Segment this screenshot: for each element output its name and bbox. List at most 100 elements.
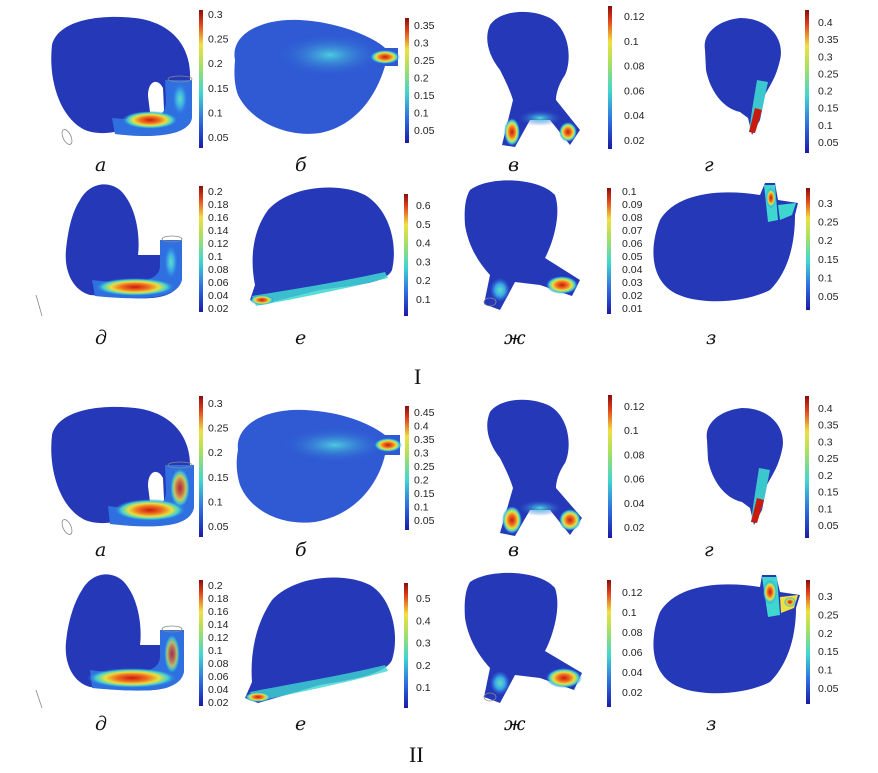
colorbar-tick-label: 0.06 (622, 238, 643, 250)
colorbar-tick-label: 0.1 (208, 496, 223, 508)
colorbar-tick-label: 0.02 (208, 697, 229, 709)
colorbar-ticks-II-a: 0.3 0.25 0.2 0.15 0.1 0.05 (208, 398, 229, 533)
colorbar-I-г: 0.4 0.35 0.3 0.25 0.2 0.15 0.1 0.05 (805, 10, 839, 153)
colorbar-ticks-II-б: 0.45 0.40.35 0.30.25 0.20.15 0.10.05 (414, 407, 435, 527)
colorbar-tick-label: 0.15 (818, 254, 839, 266)
vessel-shape (65, 184, 180, 299)
panel-I-д (35, 184, 183, 317)
colorbar-ticks-I-з: 0.3 0.25 0.2 0.15 0.1 0.05 (818, 198, 839, 303)
colorbar-ticks-I-в: 0.12 0.1 0.08 0.06 0.04 0.02 (624, 11, 645, 147)
panel-label-II-з: з (706, 713, 716, 735)
colorbar-tick-label: 0.35 (414, 434, 435, 446)
panel-II-б (236, 409, 402, 523)
panel-label-II-г: г (704, 539, 714, 561)
colorbar-ticks-I-д: 0.20.180.160.140.120.10.080.060.040.02 (208, 186, 229, 315)
panel-II-е (245, 577, 396, 703)
vessel-shape (487, 399, 582, 536)
colorbar-tick-label: 0.08 (208, 658, 229, 670)
colorbar-tick-label: 0.15 (818, 487, 839, 499)
colorbar-tick-label: 0.3 (414, 38, 429, 50)
colorbar-tick-label: 0.16 (208, 212, 229, 224)
colorbar-tick-label: 0.05 (818, 291, 839, 303)
colorbar-tick-label: 0.07 (622, 225, 643, 237)
colorbar-ticks-I-б: 0.35 0.3 0.25 0.2 0.15 0.1 0.05 (414, 20, 435, 137)
panel-II-г (706, 408, 783, 525)
colorbar-tick-label: 0.25 (414, 461, 435, 473)
colorbar-tick-label: 0.25 (818, 68, 839, 80)
colorbar-tick-label: 0.6 (416, 200, 431, 212)
colorbar-ticks-II-з: 0.3 0.25 0.2 0.15 0.1 0.05 (818, 591, 839, 695)
colorbar-tick-label: 0.2 (416, 275, 431, 287)
colorbar-tick-label: 0.3 (416, 638, 431, 650)
colorbar-II-в: 0.12 0.1 0.08 0.06 0.04 0.02 (608, 395, 645, 538)
colorbar-tick-label: 0.3 (208, 398, 223, 410)
colorbar-I-з: 0.3 0.25 0.2 0.15 0.1 0.05 (806, 188, 839, 310)
colorbar-II-з: 0.3 0.25 0.2 0.15 0.1 0.05 (806, 580, 839, 704)
colorbar-tick-label: 0.08 (208, 264, 229, 276)
colorbar-tick-label: 0.2 (818, 628, 833, 640)
colorbar-tick-label: 0.2 (818, 235, 833, 247)
panel-II-д (35, 574, 184, 709)
colorbar-tick-label: 0.3 (818, 436, 833, 448)
panel-label-I-г: г (704, 154, 714, 176)
colorbar-tick-label: 0.2 (208, 58, 223, 70)
colorbar-tick-label: 0.05 (818, 137, 839, 149)
colorbar-tick-label: 0.05 (818, 683, 839, 695)
colorbar-tick-label: 0.15 (818, 103, 839, 115)
colorbar-II-д: 0.20.180.160.140.120.10.080.060.040.02 (199, 580, 229, 709)
colorbar-tick-label: 0.4 (416, 615, 431, 627)
panel-label-I-б: б (295, 154, 307, 176)
colorbar-tick-label: 0.15 (818, 646, 839, 658)
colorbar-tick-label: 0.18 (208, 199, 229, 211)
vessel-shape (250, 187, 394, 305)
colorbar-tick-label: 0.45 (414, 407, 435, 419)
colorbar-ticks-I-ж: 0.10.090.080.070.060.050.040.030.020.01 (622, 186, 643, 315)
colorbar-tick-label: 0.25 (818, 609, 839, 621)
panel-I-е (250, 187, 394, 306)
colorbar-I-б: 0.35 0.3 0.25 0.2 0.15 0.1 0.05 (405, 18, 435, 143)
colorbar-tick-label: 0.1 (416, 294, 431, 306)
colorbar-tick-label: 0.15 (208, 83, 229, 95)
colorbar-tick-label: 0.1 (818, 503, 833, 515)
colorbar-tick-label: 0.01 (622, 303, 643, 315)
colorbar-tick-label: 0.5 (416, 219, 431, 231)
colorbar-I-е: 0.6 0.5 0.4 0.3 0.2 0.1 (404, 194, 431, 316)
colorbar-tick-label: 0.2 (416, 660, 431, 672)
panel-II-ж (464, 572, 582, 703)
colorbar-tick-label: 0.18 (208, 593, 229, 605)
colorbar-I-в: 0.12 0.1 0.08 0.06 0.04 0.02 (608, 6, 645, 149)
colorbar-tick-label: 0.15 (414, 90, 435, 102)
vessel-shape (706, 408, 783, 525)
colorbar-tick-label: 0.2 (414, 475, 429, 487)
colorbar-tick-label: 0.06 (622, 647, 643, 659)
colorbar-tick-label: 0.02 (622, 290, 643, 302)
colorbar-tick-label: 0.3 (416, 256, 431, 268)
colorbar-tick-label: 0.4 (818, 403, 833, 415)
vessel-shape (65, 574, 182, 691)
panel-label-II-б: б (295, 539, 307, 561)
panel-label-I-е: е (295, 327, 306, 349)
colorbar-tick-label: 0.1 (818, 272, 833, 284)
colorbar-tick-label: 0.35 (818, 34, 839, 46)
colorbar-ticks-II-д: 0.20.180.160.140.120.10.080.060.040.02 (208, 580, 229, 709)
colorbar-tick-label: 0.04 (622, 264, 643, 276)
colorbar-ticks-I-г: 0.4 0.35 0.3 0.25 0.2 0.15 0.1 0.05 (818, 17, 839, 149)
colorbar-II-г: 0.4 0.35 0.3 0.25 0.2 0.15 0.1 0.05 (805, 396, 839, 538)
colorbar-tick-label: 0.25 (818, 217, 839, 229)
colorbar-tick-label: 0.05 (622, 251, 643, 263)
colorbar-tick-label: 0.1 (818, 120, 833, 132)
colorbar-tick-label: 0.3 (414, 448, 429, 460)
colorbar-I-ж: 0.10.090.080.070.060.050.040.030.020.01 (607, 186, 643, 315)
colorbar-tick-label: 0.16 (208, 606, 229, 618)
colorbar-tick-label: 0.12 (624, 11, 645, 23)
colorbar-tick-label: 0.2 (414, 73, 429, 85)
colorbar-tick-label: 0.1 (624, 425, 639, 437)
colorbar-I-a: 0.3 0.25 0.2 0.15 0.1 0.05 (199, 9, 229, 148)
colorbar-tick-label: 0.02 (624, 135, 645, 147)
colorbar-tick-label: 0.15 (208, 472, 229, 484)
panel-label-I-ж: ж (504, 327, 526, 349)
colorbar-II-б: 0.45 0.40.35 0.30.25 0.20.15 0.10.05 (405, 406, 435, 530)
colorbar-tick-label: 0.4 (818, 17, 833, 29)
colorbar-tick-label: 0.35 (818, 420, 839, 432)
